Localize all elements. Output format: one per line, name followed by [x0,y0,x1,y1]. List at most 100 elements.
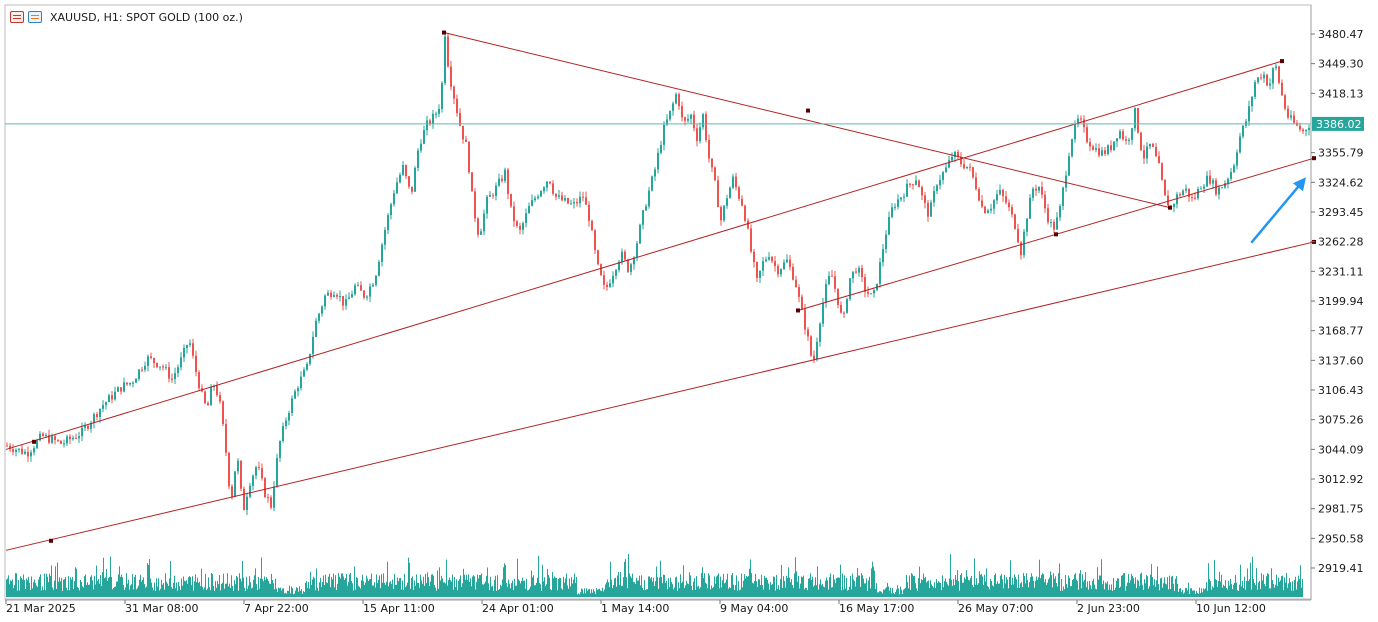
volume-bar [385,584,386,597]
volume-bar [953,579,954,597]
volume-bar [276,588,277,597]
volume-bar [172,588,173,597]
volume-bar [338,573,339,597]
trendline-anchor[interactable] [32,439,36,444]
volume-bar [927,581,928,597]
candle [1098,143,1100,158]
volume-bar [656,566,657,597]
volume-bar [1128,574,1129,597]
volume-bar [873,566,874,597]
volume-bar [121,574,122,597]
volume-bar [1154,579,1155,597]
volume-bar [1171,576,1172,597]
volume-bar [573,579,574,597]
volume-bar [39,576,40,597]
volume-bar [435,587,436,597]
x-tick-label: 10 Jun 12:00 [1196,602,1266,615]
volume-bar [513,589,514,597]
candle [1116,138,1118,147]
volume-bar [935,588,936,597]
trendline-anchor[interactable] [796,308,800,313]
volume-bar [949,578,950,597]
volume-bar [1024,575,1025,597]
trendline-anchor[interactable] [1054,232,1058,237]
volume-bar [408,557,409,597]
volume-bar [403,589,404,597]
trendline-anchor[interactable] [806,108,810,113]
trendline-anchor[interactable] [49,538,53,543]
trendline-descending-resistance[interactable] [443,32,1171,209]
volume-bar [1190,588,1191,597]
volume-bar [229,583,230,597]
volume-bar [216,587,217,597]
trendline-lower-channel[interactable] [5,241,1315,551]
volume-bar [1243,588,1244,597]
candle [114,386,116,401]
volume-bar [34,579,35,597]
candle [1305,129,1307,137]
volume-bar [1067,587,1068,597]
volume-bar [858,575,859,597]
candle [600,263,602,276]
volume-bar [492,585,493,597]
candle [1065,170,1067,192]
candle [273,481,275,512]
candle [354,283,356,296]
volume-bar [592,592,593,597]
candle [126,382,128,386]
volume-bar [1181,592,1182,597]
volume-bar [411,578,412,597]
volume-bar [929,588,930,597]
volume-bar [1271,568,1272,597]
trendline-anchor[interactable] [1312,156,1316,161]
volume-bar [1230,578,1231,597]
candle [639,223,641,245]
volume-bar [779,589,780,597]
trendline-upper-channel[interactable] [5,60,1283,450]
trendline-group[interactable] [5,30,1316,551]
volume-bar [206,590,207,597]
volume-bar [105,577,106,597]
volume-bar [374,582,375,597]
volume-bar [155,590,156,597]
volume-bar [960,574,961,597]
volume-bar [907,582,908,597]
volume-bar [771,585,772,597]
candle [330,289,332,300]
trendline-anchor[interactable] [1280,59,1284,64]
volume-bar [1161,577,1162,597]
volume-bar [476,581,477,597]
volume-bar [487,567,488,597]
volume-bar [984,574,985,597]
volume-bar [694,578,695,597]
volume-bar [1131,573,1132,597]
volume-bar [1288,583,1289,597]
volume-bar [710,589,711,597]
candle [357,281,359,287]
chart-settings-icon[interactable] [28,11,42,23]
volume-bar [1262,580,1263,597]
trendline-anchor[interactable] [442,30,446,35]
volume-bar [1228,580,1229,597]
volume-bar [874,570,875,597]
candle [630,262,632,276]
volume-bar [768,583,769,597]
blue-arrow-annotation [1250,177,1306,244]
trendline-anchor[interactable] [1168,205,1172,210]
volume-bar [103,557,104,597]
volume-bar [416,574,417,597]
volume-bar [705,582,706,597]
volume-bar [709,575,710,597]
volume-bar [988,587,989,597]
volume-bar [521,580,522,597]
volume-bar [1053,573,1054,597]
volume-bar [87,582,88,597]
volume-bar [806,587,807,597]
candle [516,220,518,228]
chart-table-icon[interactable] [10,11,24,23]
volume-bar [299,586,300,597]
x-axis: 21 Mar 2025 31 Mar 08:00 7 Apr 22:00 15 Apr… [5,600,1266,615]
candle [525,208,527,228]
